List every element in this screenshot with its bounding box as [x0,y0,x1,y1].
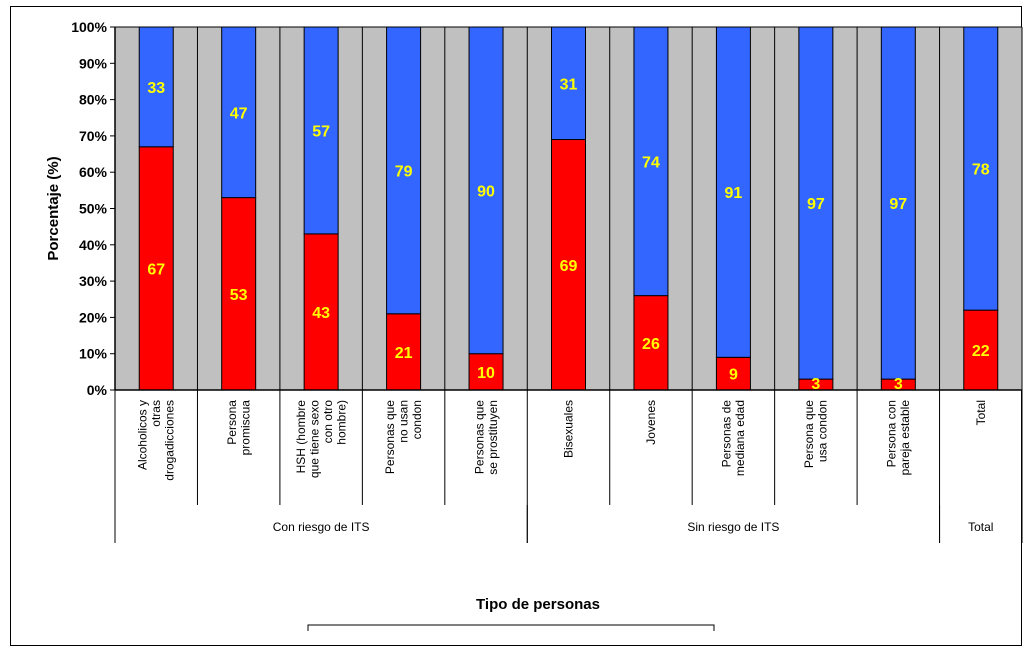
category-label: Persona con [885,400,899,467]
bar-incorrecto [963,309,999,391]
y-tick-label: 70% [79,128,108,144]
data-label-incorrecto: 22 [972,343,990,360]
bar-correcto [303,26,339,235]
bar-correcto [963,26,999,311]
category-label: se prostituyen [486,400,500,475]
category-label: que tiene sexo [307,400,321,478]
data-label-incorrecto: 26 [642,336,660,353]
data-label-correcto: 74 [642,154,660,171]
data-label-incorrecto: 10 [477,365,495,382]
category-label: condon [410,400,424,439]
data-label-correcto: 31 [560,76,578,93]
y-tick-label: 60% [79,164,108,180]
category-label: Persona [225,400,239,445]
data-label-incorrecto: 43 [312,305,330,322]
bar-correcto [221,26,257,199]
bar-correcto [798,26,834,380]
legend-box [307,624,715,631]
category-label: Personas que [383,400,397,474]
data-label-correcto: 78 [972,162,990,179]
y-tick-label: 30% [79,273,108,289]
category-label: Persona que [802,400,816,468]
bar-incorrecto [386,313,422,391]
category-label: otras [149,400,163,427]
y-tick-label: 0% [87,382,108,398]
data-label-correcto: 91 [725,185,743,202]
category-label: no usan [397,400,411,443]
stacked-bar-chart: 0%10%20%30%40%50%60%70%80%90%100%6733534… [45,19,1023,631]
bar-correcto [138,26,174,148]
data-label-incorrecto: 9 [729,367,738,384]
data-label-correcto: 57 [312,123,330,140]
y-axis-title: Porcentaje (%) [45,156,62,260]
bar-correcto [715,26,751,358]
category-label: Total [974,400,988,425]
group-label: Con riesgo de ITS [273,520,370,534]
y-tick-label: 80% [79,92,108,108]
bar-incorrecto [303,233,339,391]
y-tick-label: 10% [79,346,108,362]
y-tick-label: 100% [71,19,107,35]
category-label: promiscua [238,400,252,456]
data-label-correcto: 47 [230,105,248,122]
data-label-incorrecto: 53 [230,287,248,304]
data-label-correcto: 97 [889,196,907,213]
category-label: Bisexuales [562,400,576,458]
y-tick-label: 90% [79,55,108,71]
data-label-incorrecto: 3 [894,376,903,393]
bar-correcto [386,26,422,315]
category-label: Personas de [720,400,734,468]
category-label: Alcoholicos y [136,400,150,470]
category-label: con otro [321,400,335,444]
data-label-correcto: 79 [395,163,413,180]
data-label-correcto: 90 [477,183,495,200]
bar-correcto [880,26,916,380]
bar-correcto [633,26,669,297]
bar-incorrecto [551,139,586,391]
y-tick-label: 50% [79,201,108,217]
group-label: Sin riesgo de ITS [687,520,779,534]
bar-incorrecto [138,146,174,391]
bar-incorrecto [221,197,257,391]
data-label-correcto: 97 [807,196,825,213]
category-label: hombre) [334,400,348,445]
category-label: mediana edad [733,400,747,476]
data-label-correcto: 33 [147,80,165,97]
y-tick-label: 20% [79,309,108,325]
bar-correcto [468,26,504,355]
x-axis-title: Tipo de personas [476,596,600,613]
category-label: Jovenes [644,400,658,445]
data-label-incorrecto: 69 [560,258,578,275]
data-label-incorrecto: 3 [811,376,820,393]
data-label-incorrecto: 67 [147,261,165,278]
category-label: usa condon [816,400,830,462]
y-tick-label: 40% [79,237,108,253]
category-label: drogadicciones [163,400,177,481]
bar-correcto [551,26,586,141]
data-label-incorrecto: 21 [395,345,413,362]
group-label: Total [968,520,993,534]
category-label: HSH (hombre [294,400,308,474]
category-label: Personas que [472,400,486,474]
category-label: pareja estable [898,400,912,476]
